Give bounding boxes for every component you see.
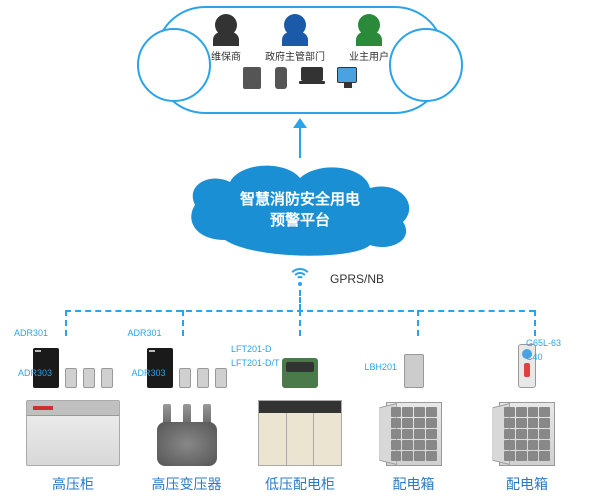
platform-title-line1: 智慧消防安全用电 xyxy=(240,189,360,210)
meter-label: G65L-63 xyxy=(526,338,561,348)
equipment-label: 配电箱 xyxy=(393,474,435,494)
meter-label: LFT201-D xyxy=(231,344,272,354)
distribution-box-icon xyxy=(386,402,442,466)
adr303-sensor-icon xyxy=(83,368,95,388)
equipment-dist-box-2: G65L-63 C40 配电箱 xyxy=(474,340,580,494)
dash-drop xyxy=(182,310,184,336)
dash-drop xyxy=(299,310,301,336)
upload-arrow xyxy=(296,118,304,158)
hv-cabinet-icon xyxy=(26,400,120,466)
adr303-sensor-icon xyxy=(197,368,209,388)
equipment-label: 配电箱 xyxy=(506,474,548,494)
meter-label: ADR303 xyxy=(132,368,166,378)
equipment-row: ADR301 ADR303 高压柜 ADR301 ADR303 高压变压器 xyxy=(20,340,580,494)
laptop-icon xyxy=(301,67,323,81)
distribution-box-icon xyxy=(499,402,555,466)
equipment-lv-cabinet: LFT201-D LFT201-D/T 低压配电柜 xyxy=(247,340,353,494)
lbh201-module-icon xyxy=(404,354,424,388)
lft201-module-icon xyxy=(282,358,318,388)
user-label: 业主用户 xyxy=(349,48,389,63)
meter-label: ADR301 xyxy=(14,328,48,338)
breaker-icon xyxy=(518,344,536,388)
equipment-hv-cabinet: ADR301 ADR303 高压柜 xyxy=(20,340,126,494)
user-maintenance: 维保商 xyxy=(211,14,241,63)
stakeholder-cloud: 维保商 政府主管部门 业主用户 xyxy=(155,6,445,114)
person-icon xyxy=(358,14,380,36)
wireless-icon xyxy=(288,268,312,288)
platform-title-line2: 预警平台 xyxy=(270,210,330,231)
meter-label: ADR301 xyxy=(128,328,162,338)
adr303-sensor-icon xyxy=(179,368,191,388)
pc-icon xyxy=(337,67,357,83)
user-government: 政府主管部门 xyxy=(265,14,325,63)
platform-cloud: 智慧消防安全用电 预警平台 xyxy=(175,160,425,260)
transformer-icon xyxy=(147,404,227,466)
equipment-label: 高压变压器 xyxy=(152,474,222,494)
client-device-row xyxy=(243,67,357,89)
lv-cabinet-icon xyxy=(258,400,342,466)
user-label: 维保商 xyxy=(211,48,241,63)
user-label: 政府主管部门 xyxy=(265,48,325,63)
meter-label: LBH201 xyxy=(365,362,398,372)
meter-label: ADR303 xyxy=(18,368,52,378)
wireless-protocol-label: GPRS/NB xyxy=(330,272,384,286)
meter-label: C40 xyxy=(526,352,543,362)
equipment-label: 低压配电柜 xyxy=(265,474,335,494)
person-icon xyxy=(215,14,237,36)
user-row: 维保商 政府主管部门 业主用户 xyxy=(211,14,389,63)
adr303-sensor-icon xyxy=(65,368,77,388)
tablet-icon xyxy=(243,67,261,89)
dash-drop xyxy=(65,310,67,336)
person-icon xyxy=(284,14,306,36)
adr303-sensor-icon xyxy=(101,368,113,388)
equipment-transformer: ADR301 ADR303 高压变压器 xyxy=(134,340,240,494)
equipment-label: 高压柜 xyxy=(52,474,94,494)
dash-drop xyxy=(534,310,536,336)
adr303-sensor-icon xyxy=(215,368,227,388)
dash-drop xyxy=(417,310,419,336)
dash-trunk xyxy=(299,290,301,310)
user-owner: 业主用户 xyxy=(349,14,389,63)
equipment-dist-box-1: LBH201 配电箱 xyxy=(361,340,467,494)
meter-label: LFT201-D/T xyxy=(231,358,280,368)
phone-icon xyxy=(275,67,287,89)
